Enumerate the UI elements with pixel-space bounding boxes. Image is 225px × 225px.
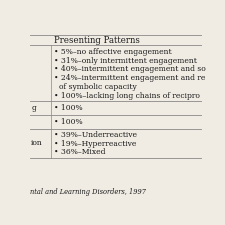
Text: ion: ion [31, 139, 43, 147]
Text: • 40%–intermittent engagement and so: • 40%–intermittent engagement and so [54, 65, 205, 73]
Text: • 36%–Mixed: • 36%–Mixed [54, 148, 105, 156]
Text: ntal and Learning Disorders, 1997: ntal and Learning Disorders, 1997 [30, 188, 146, 196]
Text: g: g [31, 104, 36, 112]
Text: of symbolic capacity: of symbolic capacity [59, 83, 137, 91]
Text: • 39%–Underreactive: • 39%–Underreactive [54, 131, 137, 139]
Text: • 100%: • 100% [54, 118, 82, 126]
Text: • 19%–Hyperreactive: • 19%–Hyperreactive [54, 140, 136, 148]
Text: • 5%–no affective engagement: • 5%–no affective engagement [54, 48, 171, 56]
Text: • 100%–lacking long chains of recipro: • 100%–lacking long chains of recipro [54, 92, 200, 100]
Text: • 31%–only intermittent engagement: • 31%–only intermittent engagement [54, 57, 197, 65]
Text: • 100%: • 100% [54, 104, 82, 112]
Text: • 24%–intermittent engagement and re: • 24%–intermittent engagement and re [54, 74, 205, 82]
Text: Presenting Patterns: Presenting Patterns [54, 36, 140, 45]
